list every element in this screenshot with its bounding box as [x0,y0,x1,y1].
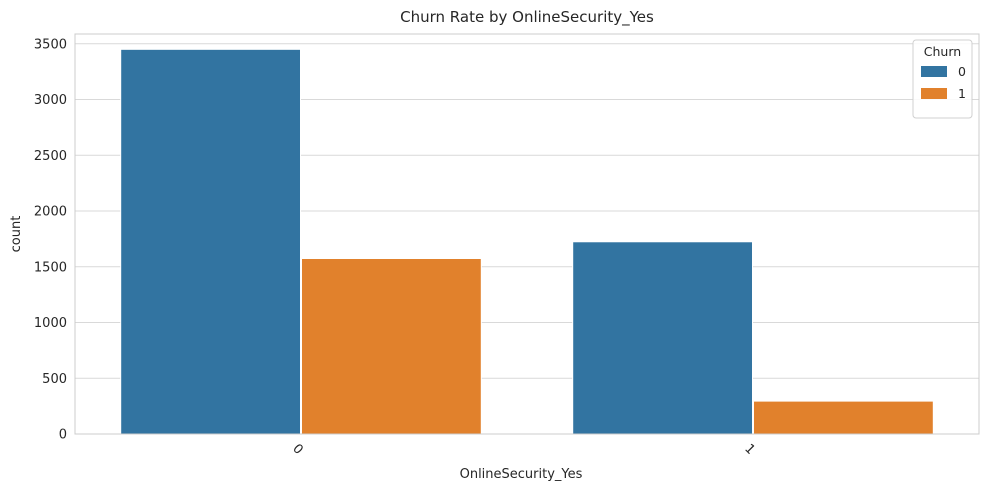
y-tick-label: 2500 [34,149,67,164]
legend-label-1: 1 [958,86,966,101]
bar-0-churn-1 [301,258,482,435]
y-tick-label: 2000 [34,205,67,220]
y-tick-label: 1000 [34,316,67,331]
y-tick-label: 3000 [34,93,67,108]
legend: Churn 0 1 [912,39,973,119]
y-ticks: 0 500 1000 1500 2000 2500 3000 3500 [34,37,67,442]
bar-0-churn-0 [120,48,301,435]
bar-1-churn-0 [572,241,754,435]
chart-title: Churn Rate by OnlineSecurity_Yes [400,8,654,27]
y-tick-label: 500 [42,372,67,387]
y-tick-label: 1500 [34,260,67,275]
legend-title: Churn [924,44,961,59]
y-axis-label: count [9,216,24,253]
x-axis-label: OnlineSecurity_Yes [460,467,583,482]
legend-label-0: 0 [958,64,966,79]
y-tick-label: 3500 [34,37,67,52]
legend-swatch-1 [921,88,947,99]
bars [120,48,934,435]
bar-1-churn-1 [753,400,934,435]
plot-frame [74,33,980,435]
y-tick-label: 0 [59,428,67,443]
legend-swatch-0 [921,66,947,77]
